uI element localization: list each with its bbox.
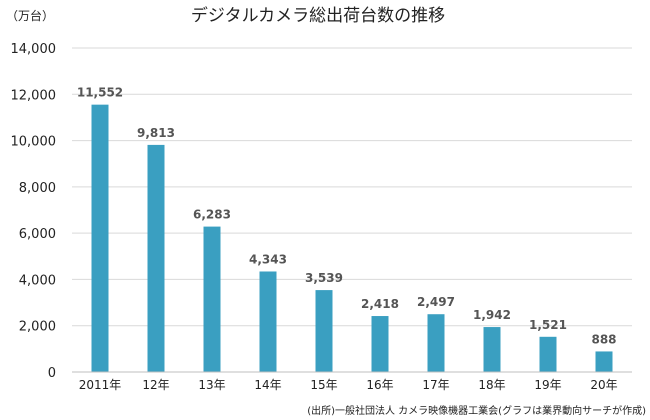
x-tick-label: 17年: [422, 378, 449, 392]
data-label: 2,497: [417, 295, 455, 309]
x-tick-label: 14年: [254, 378, 281, 392]
y-tick-label: 14,000: [11, 42, 57, 57]
y-tick-label: 8,000: [19, 181, 56, 196]
bar: [371, 316, 389, 372]
bar: [427, 314, 445, 372]
y-axis-unit-label: （万台）: [6, 8, 54, 23]
bar: [203, 226, 221, 372]
data-label: 2,418: [361, 297, 399, 311]
x-tick-label: 16年: [366, 378, 393, 392]
x-tick-label: 13年: [198, 378, 225, 392]
x-tick-label: 15年: [310, 378, 337, 392]
chart-title: デジタルカメラ総出荷台数の推移: [191, 5, 445, 26]
x-tick-label: 19年: [534, 378, 561, 392]
x-tick-label: 12年: [142, 378, 169, 392]
y-tick-label: 2,000: [19, 320, 56, 335]
bar: [595, 351, 613, 372]
x-tick-label: 2011年: [79, 378, 122, 392]
data-label: 3,539: [305, 271, 343, 285]
bar: [259, 271, 277, 372]
bar: [483, 327, 501, 372]
source-note: (出所)一般社団法人 カメラ映像機器工業会(グラフは業界動向サーチが作成): [307, 404, 646, 417]
bar: [315, 290, 333, 372]
x-axis-ticks: 2011年 12年 13年 14年 15年 16年 17年 18年 19年 20年: [79, 378, 618, 392]
bars: [91, 104, 613, 372]
y-tick-label: 10,000: [11, 135, 57, 150]
data-label: 888: [591, 332, 616, 346]
x-tick-label: 18年: [478, 378, 505, 392]
data-label: 1,521: [529, 318, 567, 332]
y-axis-ticks: 0 2,000 4,000 6,000 8,000 10,000 12,000 14,000: [11, 42, 57, 381]
data-label: 11,552: [77, 86, 123, 100]
bar: [91, 104, 109, 372]
x-tick-label: 20年: [590, 378, 617, 392]
gridlines: [72, 47, 632, 327]
y-tick-label: 6,000: [19, 227, 56, 242]
data-label: 6,283: [193, 208, 231, 222]
data-label: 1,942: [473, 308, 511, 322]
data-labels: 11,552 9,813 6,283 4,343 3,539 2,418 2,497 1,94…: [77, 86, 617, 347]
data-label: 4,343: [249, 252, 287, 266]
y-tick-label: 0: [48, 366, 56, 381]
bar: [539, 336, 557, 372]
y-tick-label: 4,000: [19, 273, 56, 288]
y-tick-label: 12,000: [11, 88, 57, 103]
bar: [147, 144, 165, 372]
data-label: 9,813: [137, 126, 175, 140]
